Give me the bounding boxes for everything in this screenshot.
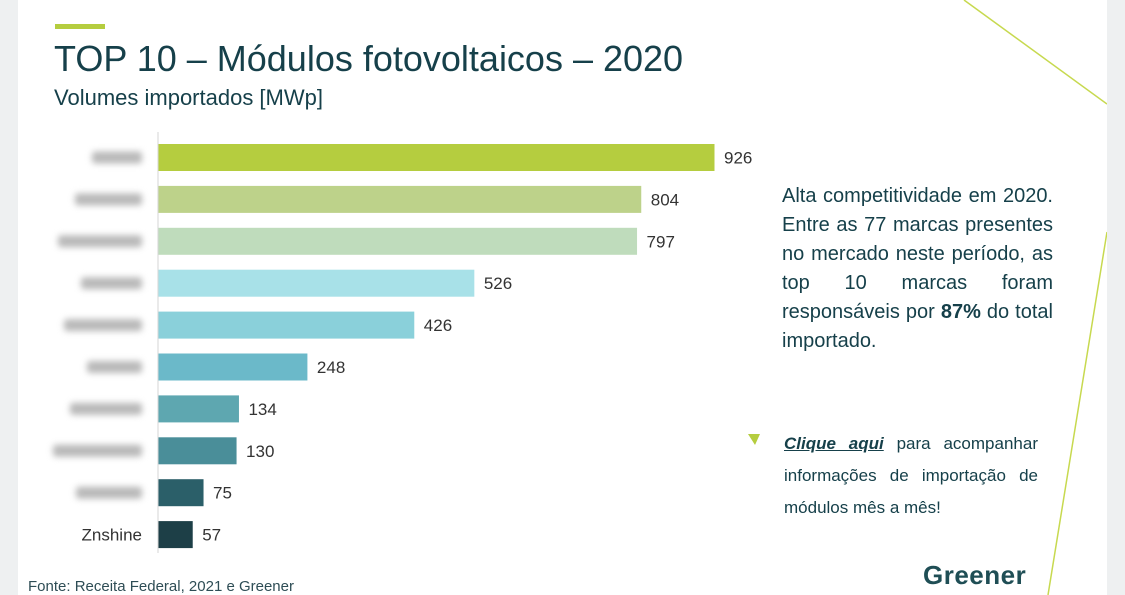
data-label: 75 [213, 484, 232, 503]
callout-text: Alta competitividade em 2020. Entre as 7… [782, 185, 1053, 323]
blurred-category-label [58, 235, 142, 248]
blurred-category-label [53, 444, 142, 457]
data-label: 526 [484, 274, 512, 293]
bar [158, 437, 237, 465]
bar [158, 185, 642, 213]
blurred-category-label [81, 277, 142, 290]
data-label: 130 [246, 442, 274, 461]
source-note: Fonte: Receita Federal, 2021 e Greener [28, 578, 294, 595]
data-label: 134 [248, 400, 276, 419]
page-subtitle: Volumes importados [MWp] [54, 85, 323, 110]
page-title: TOP 10 – Módulos fotovoltaicos – 2020 [54, 38, 684, 79]
arrow-icon [748, 434, 760, 445]
blurred-category-label [64, 319, 142, 332]
data-label: 248 [317, 358, 345, 377]
link-description: para acompanhar informações de importaçã… [784, 434, 1038, 517]
bar [158, 227, 638, 255]
bar [158, 269, 475, 297]
data-label: 926 [724, 149, 752, 168]
callout-highlight: 87% [940, 301, 981, 323]
blurred-category-label [92, 151, 142, 164]
blurred-category-label [87, 361, 142, 373]
insight-callout: Alta competitividade em 2020. Entre as 7… [782, 182, 1053, 356]
callout-text-end: do total importado. [782, 301, 1053, 352]
bar [158, 353, 308, 381]
click-here-link[interactable]: Clique aqui [784, 434, 884, 453]
bar [158, 311, 415, 339]
data-label: 57 [202, 526, 221, 545]
bar [158, 521, 193, 549]
blurred-category-label [70, 402, 142, 415]
category-label: Znshine [82, 526, 142, 545]
blurred-category-label [75, 193, 142, 206]
data-label: 426 [424, 316, 452, 335]
slide: TOP 10 – Módulos fotovoltaicos – 2020 Vo… [18, 0, 1107, 595]
link-block: Clique aqui para acompanhar informações … [784, 428, 1038, 524]
title-accent-bar [55, 24, 105, 29]
bar [158, 144, 715, 171]
data-label: 804 [651, 190, 679, 209]
data-label: 797 [647, 232, 675, 251]
bar-chart: 926 804 797 526 426 248 134 130 75 57 Znshine [53, 132, 752, 553]
greener-logo: Greener [923, 560, 1027, 590]
bar [158, 395, 239, 423]
bar [158, 479, 204, 507]
blurred-category-label [76, 486, 142, 499]
